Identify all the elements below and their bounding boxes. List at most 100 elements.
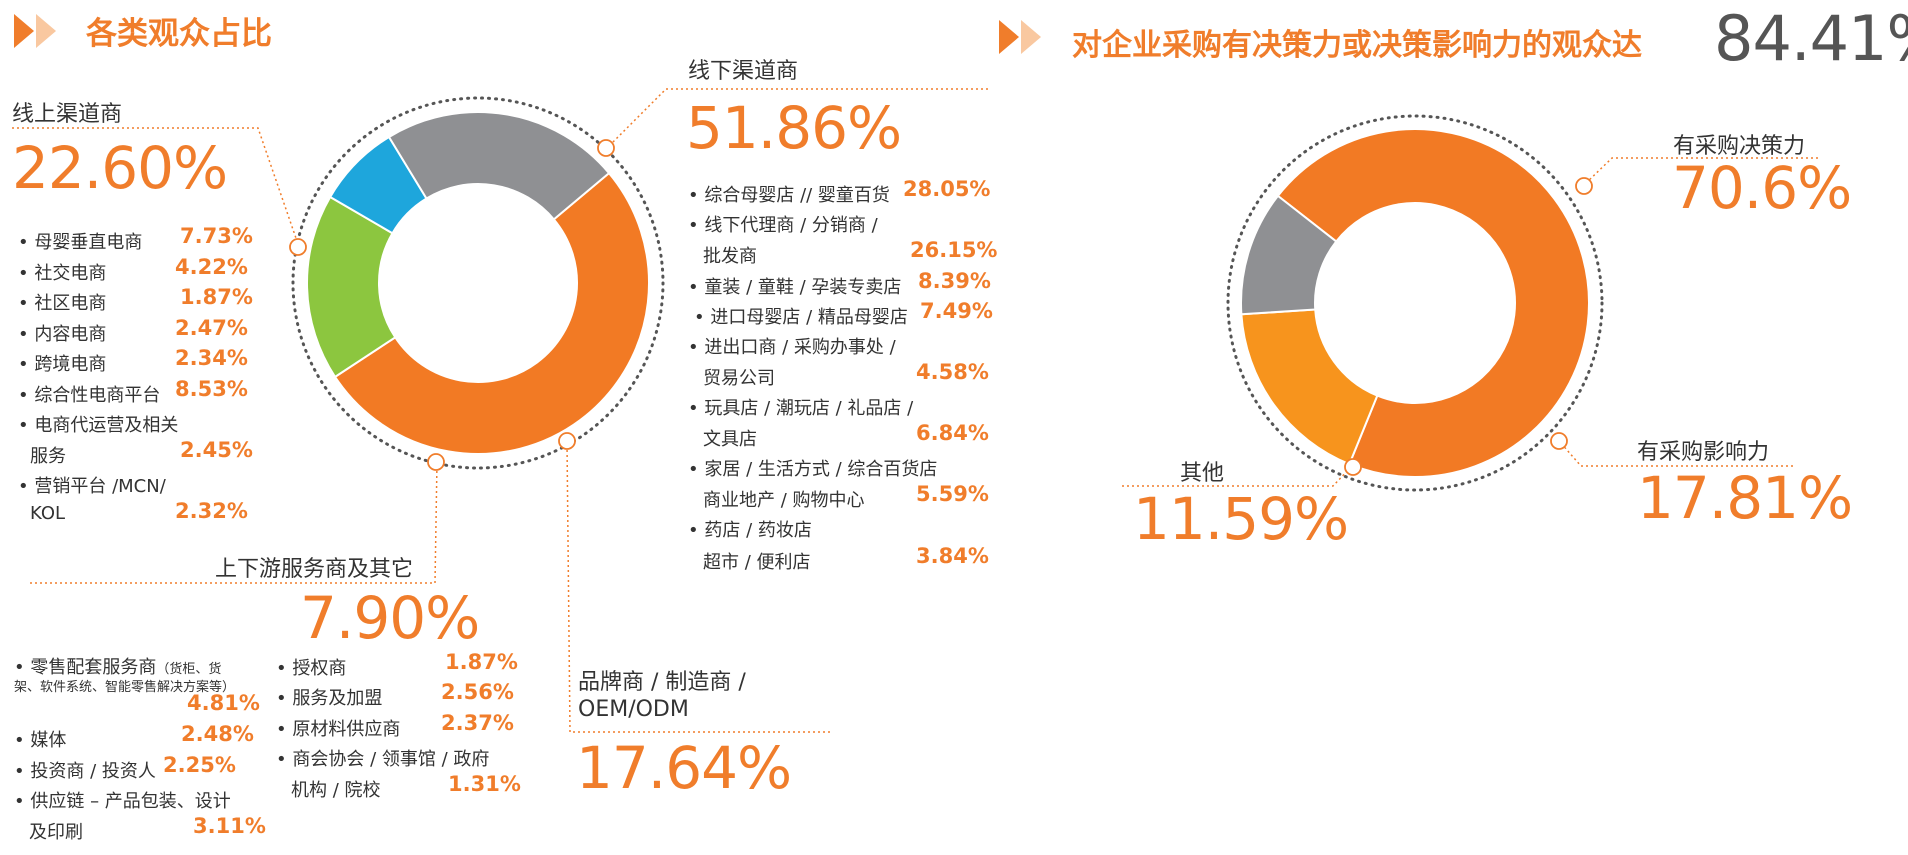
online-item-label: 综合性电商平台 xyxy=(18,381,160,407)
right-donut-dotted-ring xyxy=(1226,114,1604,492)
upstream-item-label: 供应链 – 产品包装、设计 xyxy=(14,787,230,813)
offline-item-label: 童装 / 童鞋 / 孕装专卖店 xyxy=(688,273,901,299)
upstream-item-value: 1.31% xyxy=(448,772,521,796)
upstream-item-note: （货柜、货 xyxy=(156,662,222,677)
donut-slice xyxy=(1240,308,1379,466)
online-item-label: 母婴垂直电商 xyxy=(18,228,142,254)
offline-item-value: 7.49% xyxy=(920,299,993,323)
offline-item-label: 玩具店 / 潮玩店 / 礼品店 / xyxy=(688,394,913,420)
upstream-item-value: 2.37% xyxy=(441,711,514,735)
online-item-label-cont: 服务 xyxy=(30,446,66,467)
upstream-item-label-cont: 机构 / 院校 xyxy=(291,780,381,801)
offline-item-label-cont: 超市 / 便利店 xyxy=(703,552,811,573)
online-item-label: 电商代运营及相关 xyxy=(18,411,178,437)
online-item-label: 社区电商 xyxy=(18,289,106,315)
upstream-item-value: 1.87% xyxy=(445,650,518,674)
upstream-item-note: 架、软件系统、智能零售解决方案等） xyxy=(14,680,236,695)
donut-slice xyxy=(1240,194,1338,316)
leader-line-brand xyxy=(566,442,830,733)
offline-item-label-cont: 文具店 xyxy=(703,429,757,450)
online-item-value: 2.34% xyxy=(175,346,248,370)
left-header-arrow-icon xyxy=(14,14,56,48)
upstream-value: 7.90% xyxy=(300,584,480,652)
influence-value: 17.81% xyxy=(1637,464,1853,532)
offline-label: 线下渠道商 xyxy=(688,59,799,84)
other-value: 11.59% xyxy=(1133,485,1349,553)
online-item-value: 8.53% xyxy=(175,377,248,401)
online-label: 线上渠道商 xyxy=(12,102,123,127)
donut-slice xyxy=(1276,128,1590,478)
leader-line-online xyxy=(12,127,299,245)
online-item-value: 2.47% xyxy=(175,316,248,340)
offline-item-value: 28.05% xyxy=(903,177,991,201)
influence-label: 有采购影响力 xyxy=(1637,440,1770,465)
decision-label: 有采购决策力 xyxy=(1673,134,1806,159)
decision-value: 70.6% xyxy=(1672,154,1852,222)
upstream-item-label: 服务及加盟 xyxy=(276,684,382,710)
marker-online xyxy=(289,238,307,256)
upstream-item-value: 2.56% xyxy=(441,680,514,704)
offline-item-label: 家居 / 生活方式 / 综合百货店 xyxy=(688,455,937,481)
online-item-value: 1.87% xyxy=(180,285,253,309)
offline-item-label: 线下代理商 / 分销商 / xyxy=(688,211,877,237)
online-item-label: 跨境电商 xyxy=(18,350,106,376)
other-label: 其他 xyxy=(1180,461,1225,486)
offline-item-value: 3.84% xyxy=(916,544,989,568)
offline-item-label-cont: 批发商 xyxy=(703,246,757,267)
online-value: 22.60% xyxy=(12,134,228,202)
right-header-arrow-icon xyxy=(999,20,1041,54)
offline-item-label-cont: 贸易公司 xyxy=(703,368,775,389)
left-donut xyxy=(306,111,650,455)
online-item-value: 7.73% xyxy=(180,224,253,248)
donut-slice xyxy=(333,171,650,455)
leader-line-other xyxy=(1122,465,1353,487)
marker-upstream xyxy=(427,453,445,471)
brand-label-line2: OEM/ODM xyxy=(578,697,689,722)
online-item-label: 社交电商 xyxy=(18,259,106,285)
right-headline-value: 84.41% xyxy=(1714,2,1908,75)
offline-item-value: 6.84% xyxy=(916,421,989,445)
leader-line-influence xyxy=(1559,441,1793,467)
brand-label-line1: 品牌商 / 制造商 / xyxy=(578,670,746,695)
upstream-item-label: 零售配套服务商（货柜、货 xyxy=(14,653,221,679)
upstream-item-value: 2.25% xyxy=(163,753,236,777)
left-donut-dotted-ring xyxy=(291,96,665,470)
marker-decision xyxy=(1575,177,1593,195)
offline-item-value: 5.59% xyxy=(916,482,989,506)
online-item-value: 2.45% xyxy=(180,438,253,462)
upstream-item-label: 媒体 xyxy=(14,726,66,752)
donut-slice xyxy=(387,111,611,221)
right-title: 对企业采购有决策力或决策影响力的观众达 xyxy=(1072,28,1642,63)
online-item-label: 营销平台 /MCN/ xyxy=(18,472,165,498)
marker-offline xyxy=(597,139,615,157)
leader-line-offline xyxy=(607,88,988,148)
leader-line-decision xyxy=(1584,157,1818,185)
upstream-item-label: 授权商 xyxy=(276,654,346,680)
left-title: 各类观众占比 xyxy=(86,16,272,52)
upstream-item-label: 投资商 / 投资人 xyxy=(14,757,156,783)
brand-value: 17.64% xyxy=(576,734,792,802)
marker-brand xyxy=(558,432,576,450)
offline-item-label: 综合母婴店 // 婴童百货 xyxy=(688,181,890,207)
online-item-label: 内容电商 xyxy=(18,320,106,346)
offline-item-value: 4.58% xyxy=(916,360,989,384)
online-item-value: 4.22% xyxy=(175,255,248,279)
offline-item-value: 8.39% xyxy=(918,269,991,293)
right-donut xyxy=(1240,128,1590,478)
online-item-label-cont: KOL xyxy=(30,503,66,524)
leader-line-upstream xyxy=(30,461,438,584)
upstream-label: 上下游服务商及其它 xyxy=(215,557,414,582)
marker-other xyxy=(1344,458,1362,476)
offline-item-label-cont: 商业地产 / 购物中心 xyxy=(703,490,865,511)
upstream-item-value: 3.11% xyxy=(193,814,266,838)
offline-item-label: 进出口商 / 采购办事处 / xyxy=(688,333,895,359)
upstream-item-label: 原材料供应商 xyxy=(276,715,400,741)
upstream-item-label-cont: 及印刷 xyxy=(29,822,83,843)
offline-item-label: 进口母婴店 / 精品母婴店 xyxy=(694,303,908,329)
upstream-item-label: 商会协会 / 领事馆 / 政府 xyxy=(276,745,489,771)
upstream-item-value: 4.81% xyxy=(187,691,260,715)
offline-value: 51.86% xyxy=(686,94,902,162)
online-item-value: 2.32% xyxy=(175,499,248,523)
marker-influence xyxy=(1550,432,1568,450)
